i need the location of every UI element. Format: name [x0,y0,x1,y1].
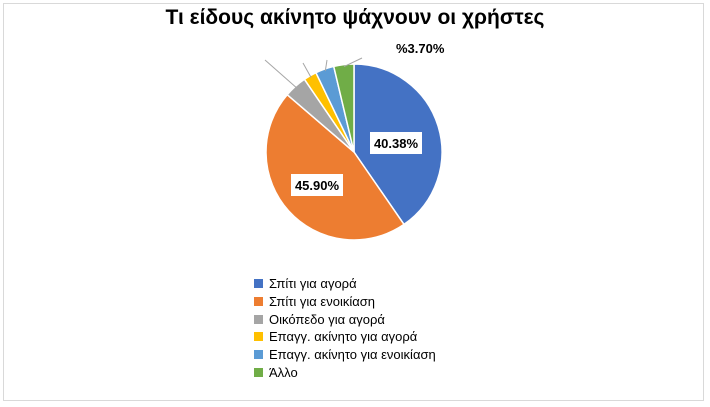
leader-line [324,59,328,71]
leader-line [343,57,363,68]
data-label-slice-1: 40.38% [370,132,422,154]
legend-label: Επαγγ. ακίνητο για αγορά [269,329,418,345]
legend-label: Οικόπεδο για αγορά [269,311,385,327]
legend-swatch [254,279,263,289]
legend-label: Σπίτι για ενοικίαση [269,294,375,310]
legend-item: Οικόπεδο για αγορά [254,310,436,328]
legend-item: Επαγγ. ακίνητο για ενοικίαση [254,346,436,364]
legend: Σπίτι για αγορά Σπίτι για ενοικίαση Οικόπε… [254,275,436,381]
pie-slice [332,63,355,153]
leader-line [264,59,297,89]
legend-item: Επαγγ. ακίνητο για αγορά [254,328,436,346]
data-label-slice-6: %3.70% [396,41,445,56]
pie-slice [265,93,406,241]
legend-label: Άλλο [269,364,298,380]
legend-item: Σπίτι για αγορά [254,275,436,293]
legend-item: Άλλο [254,363,436,381]
legend-label: Επαγγ. ακίνητο για ενοικίαση [269,347,436,363]
legend-swatch [254,350,263,360]
legend-swatch [254,332,263,342]
chart-title: Τι είδους ακίνητο ψάχνουν οι χρήστες [165,6,545,29]
legend-swatch [254,367,263,377]
legend-swatch [254,297,263,307]
legend-swatch [254,314,263,324]
svg-text:40.38%: 40.38% [374,136,419,151]
svg-text:45.90%: 45.90% [295,178,340,193]
legend-item: Σπίτι για ενοικίαση [254,293,436,311]
leader-line [302,62,312,78]
data-label-slice-2: 45.90% [291,174,343,196]
legend-label: Σπίτι για αγορά [269,276,357,292]
